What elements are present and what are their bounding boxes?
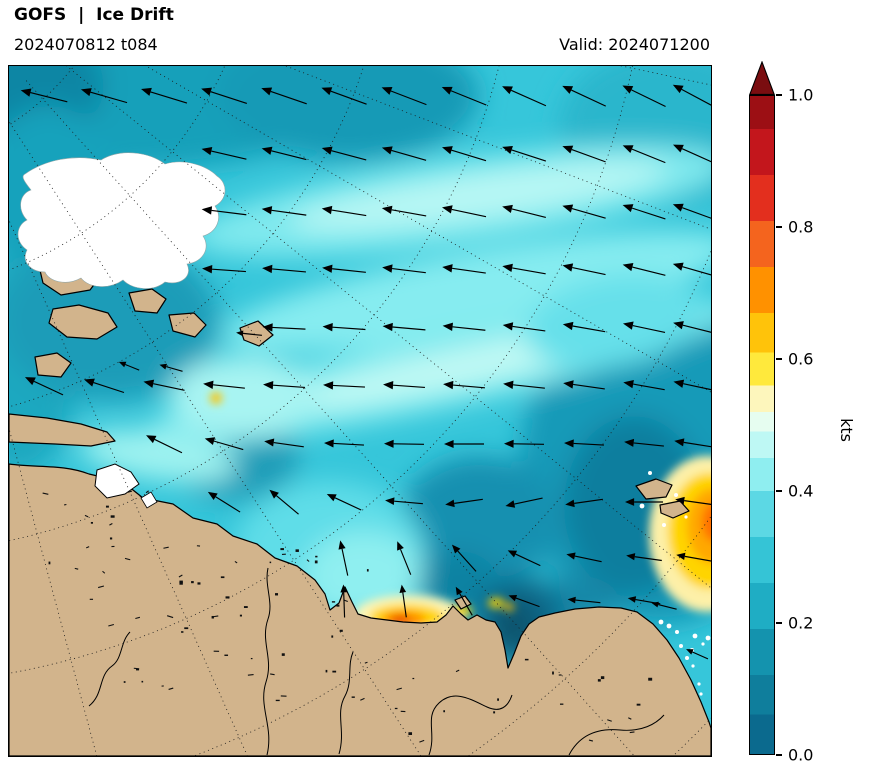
valid-time-label: Valid: 2024071200 [559, 35, 710, 54]
colorbar [749, 95, 775, 755]
colorbar-tick-label: 0.8 [788, 217, 814, 237]
colorbar-tick [776, 754, 782, 756]
model-run-label: 2024070812 t084 [14, 35, 158, 54]
colorbar-tick-label: 0.6 [788, 349, 814, 369]
colorbar-tick [776, 622, 782, 624]
land-texture-layer [42, 486, 665, 756]
quiver-layer [20, 84, 711, 660]
colorbar-tick [776, 94, 782, 96]
colorbar-tick [776, 226, 782, 228]
ice-layer [17, 152, 711, 696]
colorbar-extend-arrow [749, 61, 775, 95]
colorbar-tick-label: 0.0 [788, 745, 814, 765]
colorbar-unit-label: kts [837, 418, 857, 442]
colorbar-tick-label: 0.4 [788, 481, 814, 501]
colorbar-tick [776, 490, 782, 492]
plot-title: GOFS | Ice Drift [14, 5, 174, 25]
colorbar-tick [776, 358, 782, 360]
ice-drift-map-canvas [9, 66, 711, 756]
ice-drift-map [8, 65, 712, 757]
colorbar-tick-label: 0.2 [788, 613, 814, 633]
colorbar-tick-label: 1.0 [788, 85, 814, 105]
